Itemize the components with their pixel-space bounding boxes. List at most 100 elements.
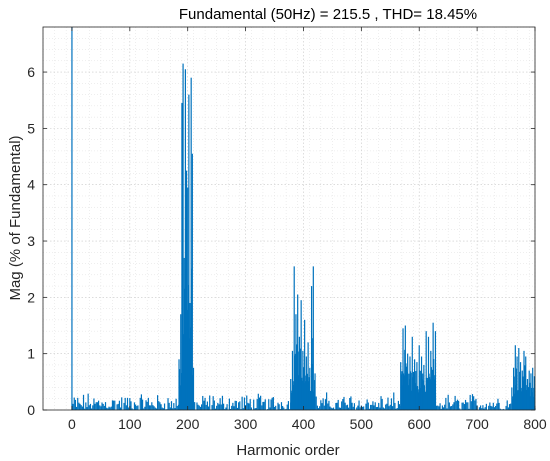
noise-bar: [247, 402, 249, 410]
noise-bar: [218, 404, 220, 410]
noise-bar: [106, 407, 108, 410]
noise-bar: [101, 402, 103, 410]
noise-bar: [250, 407, 252, 410]
noise-bar: [440, 408, 442, 410]
noise-bar: [479, 405, 482, 410]
noise-bar: [488, 405, 490, 410]
noise-bar: [216, 405, 218, 410]
y-tick-label: 1: [27, 346, 35, 362]
noise-bar: [207, 406, 210, 410]
noise-bar: [133, 402, 136, 410]
noise-bar: [315, 396, 317, 410]
noise-bar: [194, 402, 196, 410]
noise-bar: [352, 406, 354, 410]
noise-bar: [288, 409, 291, 410]
noise-bar: [229, 408, 232, 410]
noise-bar: [169, 407, 171, 410]
noise-bar: [213, 400, 215, 410]
noise-bar: [234, 400, 236, 410]
noise-bar: [92, 405, 94, 410]
noise-bar: [124, 397, 126, 410]
noise-bar: [330, 407, 332, 410]
noise-bar: [102, 403, 104, 410]
noise-bar: [168, 402, 170, 410]
noise-bar: [217, 402, 219, 410]
noise-bar: [482, 405, 484, 410]
noise-bar: [334, 409, 336, 410]
harmonic-bar: [533, 376, 536, 410]
noise-bar: [374, 402, 376, 410]
noise-bar: [466, 402, 468, 410]
noise-bar: [84, 408, 86, 410]
y-tick-label: 3: [27, 233, 35, 249]
noise-bar: [363, 406, 365, 410]
harmonic-bar: [307, 342, 309, 410]
noise-bar: [111, 400, 114, 410]
noise-bar: [491, 406, 493, 410]
x-tick-label: 800: [523, 416, 547, 432]
noise-bar: [275, 405, 277, 410]
noise-bar: [121, 397, 123, 410]
noise-bar: [100, 406, 102, 410]
noise-bar: [243, 397, 246, 410]
noise-bar: [170, 401, 173, 410]
harmonic-bar: [181, 103, 183, 410]
noise-bar: [113, 400, 115, 410]
noise-bar: [441, 405, 443, 410]
noise-bar: [393, 392, 395, 410]
noise-bar: [507, 407, 509, 410]
noise-bar: [150, 405, 152, 410]
noise-bar: [382, 407, 384, 410]
harmonic-bar: [180, 314, 182, 410]
noise-bar: [473, 396, 475, 410]
noise-bar: [220, 404, 222, 410]
noise-bar: [242, 408, 244, 410]
harmonic-bar: [190, 77, 192, 411]
noise-bar: [321, 403, 323, 410]
noise-bar: [453, 402, 455, 410]
noise-bar: [114, 400, 116, 410]
noise-bar: [135, 404, 137, 410]
noise-bar: [162, 408, 164, 410]
noise-bar: [109, 407, 111, 410]
noise-bar: [257, 393, 259, 410]
noise-bar: [74, 399, 77, 410]
noise-bar: [383, 408, 386, 410]
noise-bar: [261, 405, 263, 410]
noise-bar: [492, 402, 494, 410]
noise-bar: [493, 407, 496, 410]
harmonic-bar: [511, 387, 513, 410]
harmonic-bar: [512, 367, 515, 410]
noise-bar: [280, 402, 283, 410]
noise-bar: [342, 399, 344, 410]
noise-bar: [144, 406, 146, 410]
harmonic-bar: [295, 314, 297, 410]
noise-bar: [348, 407, 350, 410]
harmonic-bar: [411, 336, 413, 410]
noise-bar: [337, 399, 339, 410]
noise-bar: [148, 405, 151, 410]
noise-bar: [235, 400, 237, 410]
noise-bar: [455, 401, 457, 410]
noise-bar: [323, 405, 325, 410]
noise-bar: [503, 408, 505, 410]
noise-bar: [146, 401, 148, 410]
noise-bar: [116, 404, 118, 410]
noise-bar: [444, 404, 446, 410]
noise-bar: [356, 407, 358, 410]
noise-bar: [228, 398, 230, 410]
noise-bar: [452, 404, 454, 410]
harmonic-bar: [191, 153, 193, 410]
noise-bar: [108, 406, 110, 410]
x-tick-label: 700: [465, 416, 489, 432]
y-tick-label: 6: [27, 64, 35, 80]
noise-bar: [279, 409, 281, 410]
noise-bar: [508, 404, 511, 410]
harmonic-bar: [192, 367, 195, 410]
noise-bar: [510, 403, 512, 410]
harmonic-bar: [310, 286, 313, 410]
noise-bar: [172, 408, 174, 410]
noise-bar: [87, 393, 89, 410]
noise-bar: [328, 400, 330, 410]
noise-bar: [166, 409, 168, 410]
